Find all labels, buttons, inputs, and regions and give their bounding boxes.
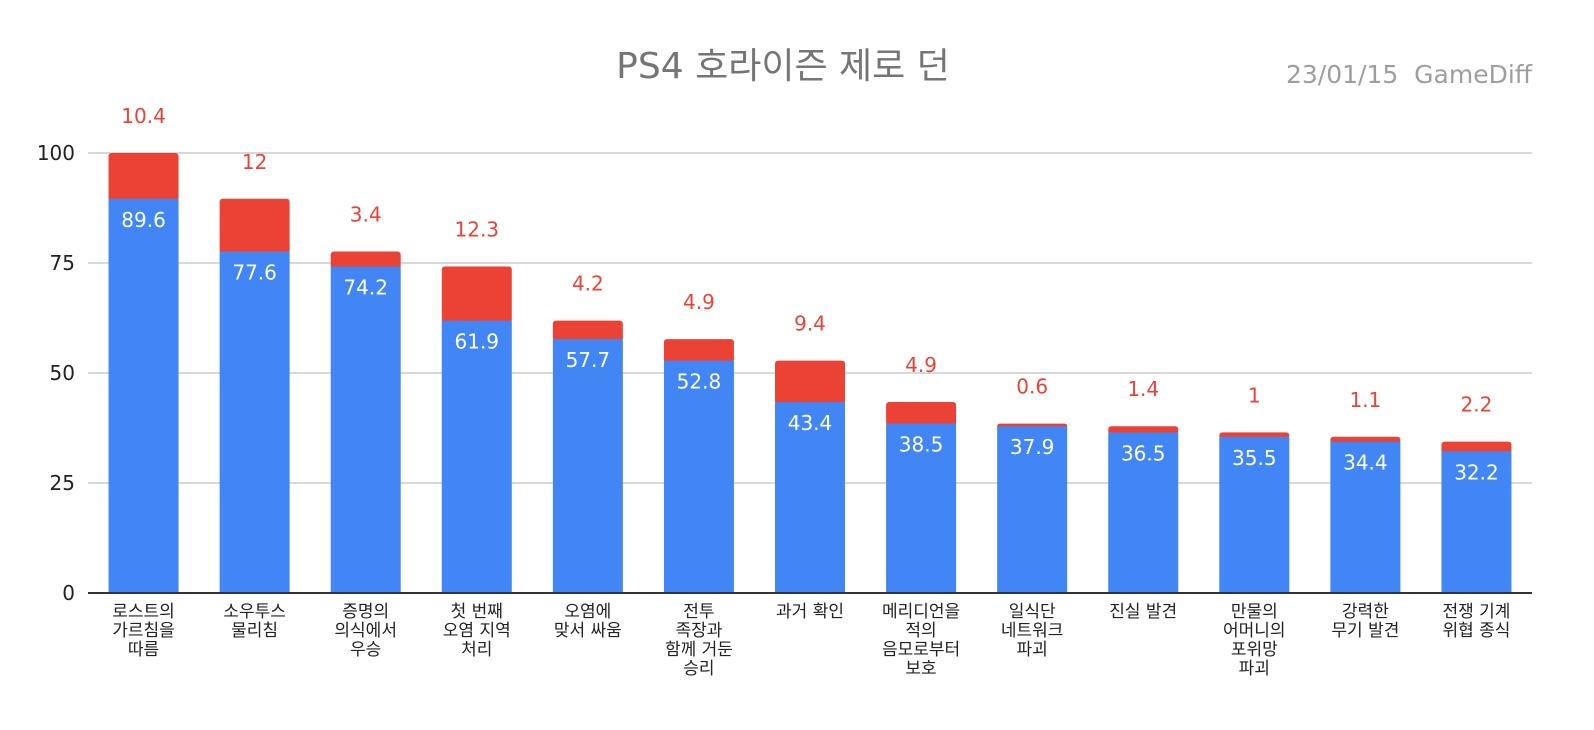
x-category-label: 과거 확인: [776, 602, 844, 622]
x-category-label: 첫 번째: [451, 602, 503, 622]
bar-increment-label: 4.9: [683, 290, 715, 314]
x-category-label: 가르침을: [112, 621, 175, 641]
bar-value-label: 32.2: [1454, 460, 1499, 484]
bar-increment-label: 0.6: [1016, 375, 1048, 399]
y-tick-label: 100: [37, 141, 75, 165]
x-category-label: 전쟁 기계: [1442, 602, 1510, 622]
y-tick-label: 75: [50, 251, 75, 275]
bar-increment-label: 9.4: [794, 312, 826, 336]
x-category-label: 오염 지역: [443, 621, 511, 641]
y-tick-label: 25: [50, 471, 75, 495]
bar-segment-extra: [441, 266, 512, 323]
bar-value-label: 38.5: [899, 433, 944, 457]
bar-segment-extra: [663, 339, 734, 363]
bar-value-label: 37.9: [1010, 435, 1055, 459]
bar-segment-base: [1108, 432, 1179, 593]
data-labels: 89.6 10.4 77.6 12 74.2 3.4 61.9 12.3 57.7 4.2 52.8…: [121, 104, 1498, 484]
x-category-label: 메리디언을: [882, 602, 960, 622]
bar-segment-base: [1330, 441, 1401, 593]
bar-segment-extra: [775, 360, 845, 405]
bar-value-label: 35.5: [1232, 446, 1277, 470]
y-axis-ticks: 0 25 50 75 100: [37, 141, 75, 605]
x-category-label: 적의: [905, 621, 936, 641]
chart-subtitle: 23/01/15 GameDiff: [1286, 60, 1533, 89]
x-category-label: 파괴: [1017, 640, 1048, 660]
bar-value-label: 52.8: [677, 370, 722, 394]
bar-value-label: 89.6: [121, 208, 166, 232]
bar-increment-label: 1: [1248, 383, 1261, 407]
x-category-label: 위협 종식: [1442, 621, 1510, 641]
bar-segment-base: [1441, 451, 1512, 593]
bar-segment-base: [886, 423, 957, 593]
x-category-label: 무기 발견: [1331, 621, 1399, 641]
bar-segment-extra: [552, 320, 623, 342]
bar-value-label: 74.2: [343, 276, 388, 300]
x-category-label: 강력한: [1342, 602, 1389, 622]
bar-segment-base: [997, 426, 1068, 593]
x-category-label: 따름: [128, 640, 159, 660]
bar-segment-extra: [330, 251, 401, 269]
x-category-label: 물리침: [231, 621, 278, 641]
bar-increment-label: 1.1: [1349, 388, 1381, 412]
x-category-label: 족장과: [675, 621, 722, 641]
x-category-label: 승리: [683, 659, 714, 679]
bar-value-label: 77.6: [232, 261, 277, 285]
bar-segment-extra: [219, 198, 290, 254]
x-category-label: 파괴: [1239, 659, 1270, 679]
x-category-label: 오염에: [564, 602, 611, 622]
bar-segment-extra: [108, 153, 179, 201]
bar-segment-extra: [1441, 441, 1512, 454]
bar-segment-base: [552, 339, 623, 593]
y-tick-label: 50: [50, 361, 75, 385]
bar-increment-label: 4.9: [905, 353, 937, 377]
bar-increment-label: 12.3: [455, 218, 500, 242]
x-category-label: 보호: [905, 659, 936, 679]
bar-increment-label: 2.2: [1461, 393, 1493, 417]
bar-increment-label: 4.2: [572, 272, 604, 296]
bar-value-label: 57.7: [566, 348, 611, 372]
bars: [108, 153, 1512, 593]
bar-segment-base: [108, 198, 179, 593]
bar-segment-base: [663, 360, 734, 593]
x-category-label: 음모로부터: [882, 640, 960, 660]
x-category-label: 증명의: [342, 602, 389, 622]
x-category-label: 전투: [683, 602, 714, 622]
y-tick-label: 0: [62, 581, 75, 605]
x-category-label: 진실 발견: [1109, 602, 1177, 622]
x-category-label: 함께 거둔: [665, 640, 733, 660]
bar-value-label: 61.9: [455, 330, 500, 354]
x-category-label: 로스트의: [112, 602, 175, 622]
x-category-label: 의식에서: [334, 621, 397, 641]
x-category-label: 일식단: [1009, 602, 1056, 622]
bar-segment-base: [219, 251, 290, 593]
bar-increment-label: 12: [242, 150, 267, 174]
bar-increment-label: 10.4: [121, 104, 166, 128]
x-category-label: 처리: [461, 640, 492, 660]
bar-segment-base: [1219, 436, 1290, 593]
x-category-label: 소우투스: [223, 602, 286, 622]
bar-segment-base: [775, 402, 845, 593]
x-category-label: 포위망: [1231, 640, 1278, 660]
bar-segment-extra: [886, 402, 957, 426]
bar-increment-label: 1.4: [1127, 377, 1159, 401]
x-category-label: 만물의: [1231, 602, 1278, 622]
x-category-label: 어머니의: [1223, 621, 1286, 641]
bar-value-label: 43.4: [788, 411, 833, 435]
bar-value-label: 36.5: [1121, 441, 1166, 465]
bar-segment-base: [330, 266, 401, 593]
x-category-label: 맞서 싸움: [554, 621, 622, 641]
bar-segment-base: [441, 320, 512, 593]
bar-segment-extra: [1108, 426, 1179, 435]
bar-increment-label: 3.4: [350, 203, 382, 227]
x-category-label: 네트워크: [1001, 621, 1064, 641]
bar-value-label: 34.4: [1343, 451, 1388, 475]
x-category-label: 우승: [350, 640, 381, 660]
chart-title: PS4 호라이즌 제로 던: [616, 46, 950, 87]
